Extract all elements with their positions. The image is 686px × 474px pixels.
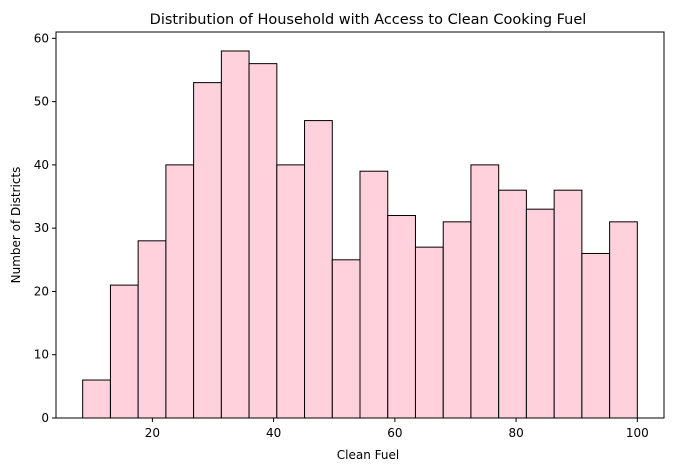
histogram-bar — [193, 82, 222, 419]
histogram-bar — [609, 221, 638, 419]
x-tick-label: 40 — [266, 426, 281, 440]
histogram-bar — [109, 284, 139, 419]
histogram-bar — [82, 379, 111, 419]
x-axis-label: Clean Fuel — [337, 448, 399, 462]
y-tick-label: 30 — [34, 221, 49, 235]
y-axis-label: Number of Districts — [9, 167, 23, 284]
chart-title: Distribution of Household with Access to… — [150, 12, 587, 28]
histogram-bar — [248, 63, 278, 419]
histogram-bar — [581, 252, 611, 419]
histogram-bar — [498, 189, 527, 419]
histogram-bar — [220, 50, 250, 419]
y-tick-label: 40 — [34, 158, 49, 172]
y-tick-label: 60 — [34, 31, 49, 45]
y-tick-label: 20 — [34, 284, 49, 298]
y-tick-label: 0 — [41, 411, 49, 425]
histogram-bar — [414, 246, 444, 419]
x-tick-label: 20 — [145, 426, 160, 440]
histogram-bar — [137, 240, 167, 419]
histogram-bar — [331, 259, 361, 419]
y-tick-label: 10 — [34, 348, 49, 362]
x-tick-label: 60 — [387, 426, 402, 440]
histogram-bar — [304, 120, 333, 419]
x-tick-label: 80 — [508, 426, 523, 440]
plot-frame — [55, 31, 665, 419]
x-axis: 20 40 60 80 100 — [145, 418, 649, 440]
histogram-bar — [470, 164, 500, 419]
histogram-bar — [276, 164, 306, 419]
histogram-bar — [442, 221, 472, 419]
bars-layer — [82, 50, 638, 419]
histogram-bar — [165, 164, 195, 419]
y-tick-label: 50 — [34, 95, 49, 109]
y-axis: 0 10 20 30 40 50 60 — [34, 31, 56, 425]
histogram-bar — [359, 170, 389, 419]
histogram-bar — [553, 189, 583, 419]
histogram-bar — [387, 215, 416, 419]
histogram-bar — [525, 208, 555, 419]
x-tick-label: 100 — [626, 426, 649, 440]
